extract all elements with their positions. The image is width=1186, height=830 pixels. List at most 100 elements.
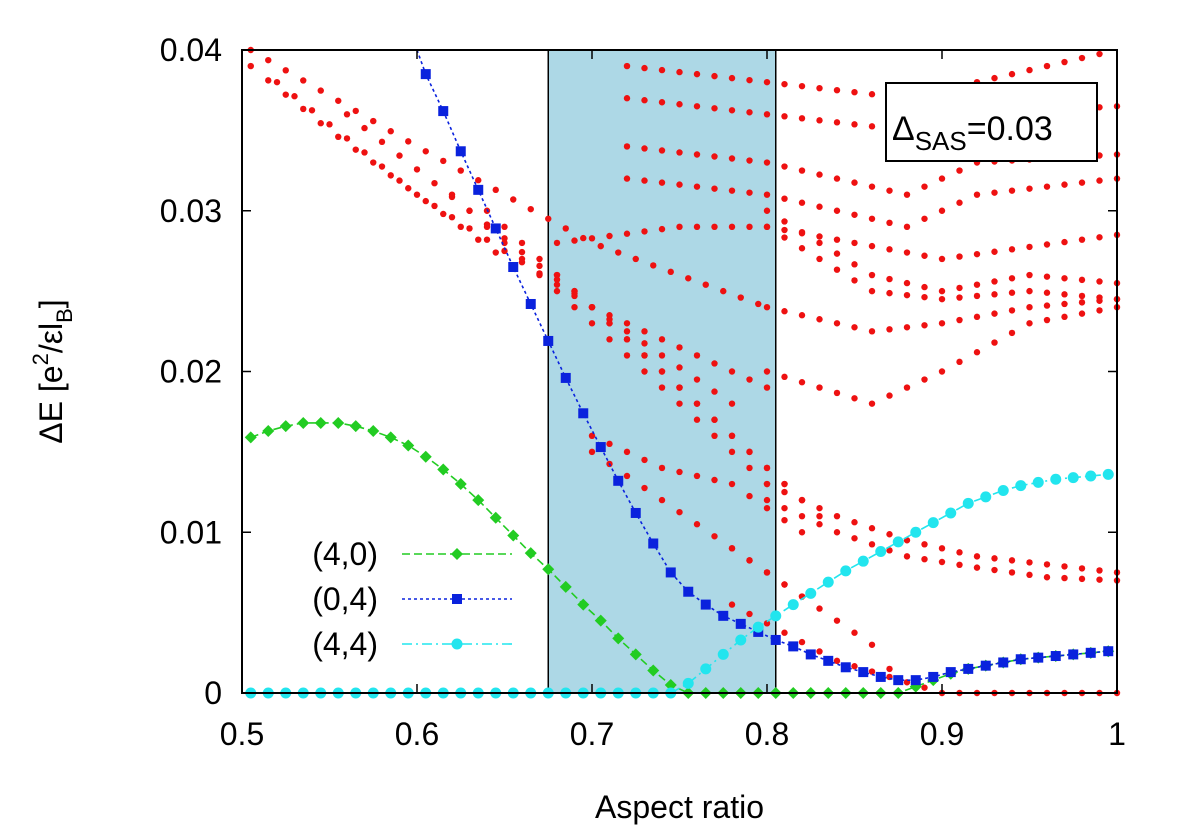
red-point — [676, 400, 683, 407]
red-point — [483, 236, 491, 243]
red-point — [553, 239, 561, 247]
red-point — [693, 376, 701, 383]
red-point — [921, 252, 928, 259]
red-point — [1061, 574, 1068, 582]
red-point — [650, 262, 657, 269]
red-point — [903, 384, 911, 391]
axis-ticks: 0.5 0.6 0.7 0.8 0.9 1 0 0.01 0.02 0.03 0.04 — [160, 32, 1126, 752]
square-point — [858, 667, 869, 678]
square-point — [490, 223, 501, 234]
red-point — [317, 120, 324, 127]
red-point — [903, 191, 911, 198]
red-point — [1043, 62, 1051, 70]
red-point — [1061, 313, 1068, 321]
red-point — [387, 128, 394, 135]
red-point — [833, 512, 841, 520]
red-point — [641, 64, 648, 72]
red-point — [693, 416, 701, 423]
red-point — [886, 326, 893, 333]
circle-point — [997, 484, 1009, 496]
red-point — [956, 316, 963, 324]
red-point — [431, 179, 438, 187]
red-point — [676, 149, 683, 156]
circle-point — [857, 555, 869, 567]
red-point — [816, 648, 823, 655]
red-point — [833, 250, 841, 257]
red-point — [641, 484, 648, 492]
red-point — [763, 569, 771, 576]
red-point — [1096, 576, 1103, 583]
red-point — [571, 237, 578, 244]
red-point — [676, 181, 683, 188]
red-point — [658, 147, 666, 154]
red-point — [693, 521, 701, 528]
red-point — [781, 226, 788, 234]
y-tick-label: 0.01 — [160, 514, 222, 550]
circle-point — [962, 497, 974, 509]
red-point — [536, 262, 543, 270]
red-point — [833, 320, 841, 327]
red-point — [728, 448, 736, 456]
diamond-point — [384, 431, 397, 444]
diamond-point — [507, 529, 520, 542]
red-point — [343, 111, 351, 118]
red-point — [1078, 236, 1086, 243]
red-point — [781, 373, 788, 381]
red-point — [833, 236, 841, 243]
red-point — [352, 107, 359, 115]
red-point — [851, 629, 858, 636]
red-point — [816, 233, 823, 240]
circle-point — [1032, 476, 1044, 488]
red-point — [746, 492, 753, 500]
circle-point — [451, 638, 463, 650]
diamond-point — [262, 424, 275, 437]
red-point — [676, 101, 683, 108]
red-point — [903, 249, 911, 256]
red-point — [956, 167, 963, 174]
red-point — [658, 368, 666, 375]
red-point — [676, 344, 683, 351]
red-point — [1078, 292, 1086, 300]
red-point — [728, 107, 736, 114]
annotation-box: ΔSAS=0.03 — [885, 82, 1098, 162]
square-point — [770, 634, 781, 645]
red-point — [693, 352, 701, 359]
diamond-point — [349, 420, 362, 433]
red-point — [763, 464, 771, 472]
red-point — [728, 400, 736, 407]
red-point — [273, 78, 281, 86]
red-point — [676, 364, 683, 371]
red-point — [615, 249, 622, 256]
red-point — [903, 553, 911, 560]
red-point — [798, 312, 806, 319]
red-point — [938, 255, 946, 263]
red-point — [886, 531, 893, 538]
red-point — [938, 287, 946, 295]
legend-label: (4,4) — [312, 626, 378, 662]
red-point — [851, 179, 858, 186]
red-point — [658, 99, 666, 106]
red-point — [711, 476, 718, 484]
red-point — [798, 199, 806, 206]
red-point — [623, 175, 631, 182]
red-point — [781, 488, 788, 496]
red-point — [851, 88, 858, 96]
red-point — [632, 255, 639, 263]
diamond-point — [437, 463, 450, 476]
red-point — [938, 295, 946, 303]
square-point — [980, 660, 991, 671]
circle-point — [1067, 472, 1079, 484]
red-point — [1061, 58, 1068, 66]
red-point — [1043, 316, 1051, 324]
red-point — [693, 103, 701, 110]
red-point — [1008, 70, 1016, 78]
square-point — [1103, 646, 1114, 657]
x-tick-label: 0.8 — [745, 716, 789, 752]
square-point — [452, 594, 462, 604]
red-point — [991, 74, 998, 82]
red-point — [422, 197, 429, 205]
red-point — [798, 512, 806, 520]
red-point — [448, 213, 456, 221]
y-tick-label: 0 — [204, 675, 222, 711]
red-point — [658, 352, 666, 359]
